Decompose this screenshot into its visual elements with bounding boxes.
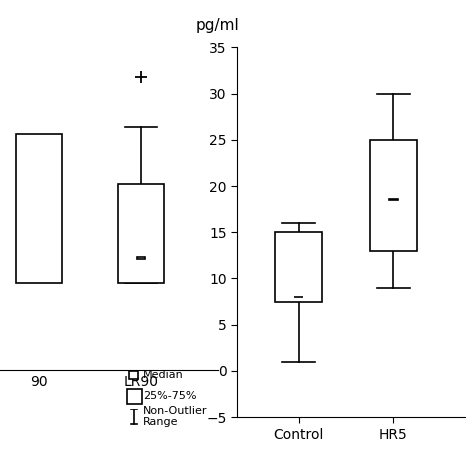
Bar <box>137 257 146 259</box>
Bar <box>275 232 322 301</box>
Text: pg/ml: pg/ml <box>196 18 240 33</box>
Bar <box>16 134 62 283</box>
Text: Non-Outlier
Range: Non-Outlier Range <box>143 406 208 428</box>
Bar <box>389 200 398 201</box>
Text: Median: Median <box>143 370 184 381</box>
Bar <box>118 184 164 283</box>
Text: 25%-75%: 25%-75% <box>143 391 197 401</box>
Bar <box>370 140 417 251</box>
